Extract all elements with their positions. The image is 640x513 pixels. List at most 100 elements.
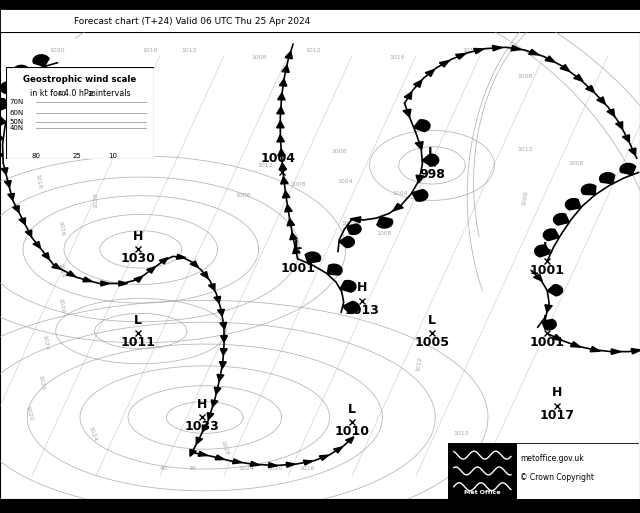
Polygon shape (554, 213, 569, 225)
Text: 1020: 1020 (24, 405, 33, 421)
Text: 1001: 1001 (530, 336, 564, 349)
Polygon shape (416, 175, 424, 183)
Polygon shape (159, 258, 168, 264)
Polygon shape (492, 46, 502, 51)
Polygon shape (340, 281, 356, 292)
Polygon shape (8, 193, 15, 200)
Text: 1012: 1012 (306, 49, 321, 53)
Polygon shape (200, 271, 208, 279)
Polygon shape (101, 281, 109, 286)
Polygon shape (1, 82, 16, 93)
Text: 1016: 1016 (389, 55, 404, 61)
Text: 1012: 1012 (453, 431, 468, 436)
Polygon shape (403, 109, 411, 117)
Polygon shape (534, 274, 542, 281)
Polygon shape (42, 253, 49, 260)
Polygon shape (276, 121, 284, 128)
Polygon shape (422, 154, 438, 166)
Polygon shape (52, 263, 61, 269)
Text: 1001: 1001 (530, 264, 564, 277)
Polygon shape (277, 135, 284, 142)
Text: L: L (348, 403, 356, 416)
Text: 70N: 70N (10, 99, 24, 105)
Polygon shape (545, 56, 555, 63)
Polygon shape (347, 224, 361, 234)
Polygon shape (303, 460, 313, 465)
Polygon shape (1, 168, 8, 174)
Text: H: H (552, 386, 562, 399)
Polygon shape (456, 53, 466, 60)
Polygon shape (425, 69, 435, 76)
Text: 1010: 1010 (335, 425, 369, 438)
Polygon shape (19, 218, 26, 225)
Polygon shape (221, 336, 227, 342)
Text: 1005: 1005 (415, 336, 449, 349)
Text: H: H (196, 398, 207, 411)
Text: 1013: 1013 (344, 304, 379, 317)
Text: 1004: 1004 (392, 191, 408, 196)
Polygon shape (220, 349, 227, 355)
Polygon shape (545, 305, 552, 312)
Polygon shape (278, 149, 285, 156)
Polygon shape (440, 61, 449, 67)
Text: 1008: 1008 (332, 149, 347, 154)
Polygon shape (339, 236, 355, 248)
Polygon shape (220, 322, 227, 329)
Text: metoffice.gov.uk: metoffice.gov.uk (520, 454, 584, 463)
Polygon shape (33, 242, 40, 248)
Polygon shape (13, 65, 28, 76)
Text: 15: 15 (87, 91, 96, 97)
Text: 1024: 1024 (84, 94, 95, 111)
Text: L: L (428, 314, 436, 327)
Polygon shape (83, 277, 92, 282)
Polygon shape (529, 49, 539, 55)
Polygon shape (214, 297, 221, 303)
Polygon shape (620, 164, 636, 175)
Text: 1012: 1012 (181, 49, 196, 53)
Text: 1016: 1016 (300, 466, 315, 471)
Text: 40: 40 (58, 91, 67, 97)
Polygon shape (286, 462, 295, 467)
Polygon shape (0, 132, 3, 144)
Polygon shape (190, 261, 198, 267)
Polygon shape (0, 115, 6, 127)
Polygon shape (217, 374, 224, 381)
Text: 1020: 1020 (41, 139, 49, 155)
Polygon shape (552, 334, 562, 341)
Polygon shape (629, 148, 636, 155)
Polygon shape (573, 74, 583, 82)
Text: 1008: 1008 (568, 161, 584, 166)
Polygon shape (278, 93, 285, 100)
Polygon shape (616, 122, 623, 129)
Polygon shape (214, 387, 221, 394)
Polygon shape (285, 51, 292, 59)
Polygon shape (134, 276, 143, 282)
Text: 1008: 1008 (376, 230, 392, 235)
Polygon shape (511, 46, 521, 51)
Polygon shape (350, 217, 361, 223)
Text: 1012: 1012 (258, 163, 273, 168)
Polygon shape (534, 245, 551, 257)
Polygon shape (279, 79, 287, 86)
Polygon shape (566, 199, 581, 210)
Text: 1004: 1004 (341, 221, 356, 226)
Polygon shape (215, 455, 225, 460)
Polygon shape (290, 232, 297, 240)
Polygon shape (250, 461, 259, 466)
Polygon shape (415, 142, 423, 150)
Text: 1016: 1016 (57, 220, 65, 236)
Polygon shape (570, 342, 580, 347)
Text: H: H (356, 281, 367, 294)
Text: 40N: 40N (10, 125, 24, 131)
Polygon shape (282, 65, 289, 72)
Polygon shape (597, 97, 605, 104)
Text: Forecast chart (T+24) Valid 06 UTC Thu 25 Apr 2024: Forecast chart (T+24) Valid 06 UTC Thu 2… (74, 17, 310, 27)
Text: L: L (543, 314, 551, 327)
Text: 30: 30 (188, 466, 196, 471)
Polygon shape (319, 455, 329, 460)
Polygon shape (276, 107, 284, 114)
Text: 998: 998 (419, 168, 445, 181)
Polygon shape (25, 230, 32, 237)
Polygon shape (147, 267, 156, 273)
Text: 1017: 1017 (540, 409, 574, 422)
